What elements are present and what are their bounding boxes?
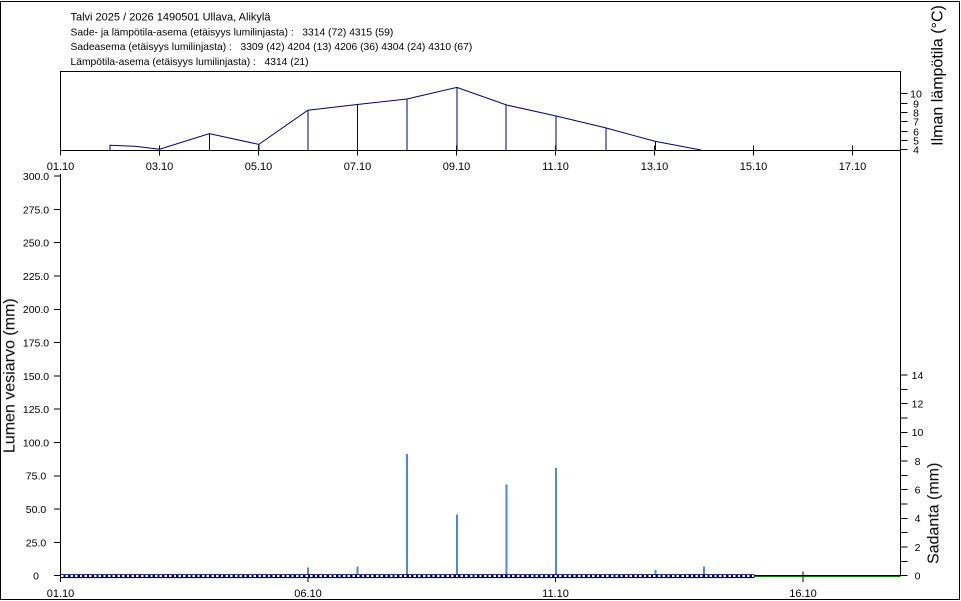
svg-text:Sadanta (mm): Sadanta (mm) xyxy=(926,463,943,564)
svg-text:75.0: 75.0 xyxy=(26,471,47,483)
svg-text:100.0: 100.0 xyxy=(23,437,49,449)
svg-text:11.10: 11.10 xyxy=(542,588,569,600)
svg-text:275.0: 275.0 xyxy=(23,204,49,216)
svg-text:8: 8 xyxy=(915,456,921,468)
svg-text:150.0: 150.0 xyxy=(23,371,49,383)
svg-text:Lämpötila-asema (etäisyys lumi: Lämpötila-asema (etäisyys lumilinjasta) … xyxy=(71,57,309,68)
svg-text:Lumen vesiarvo (mm): Lumen vesiarvo (mm) xyxy=(2,298,19,453)
svg-text:13.10: 13.10 xyxy=(641,161,669,173)
svg-text:10: 10 xyxy=(910,88,922,100)
svg-text:200.0: 200.0 xyxy=(23,304,49,316)
svg-text:125.0: 125.0 xyxy=(23,404,49,416)
svg-text:6: 6 xyxy=(915,485,921,497)
svg-text:17.10: 17.10 xyxy=(839,161,867,173)
svg-text:225.0: 225.0 xyxy=(23,271,49,283)
svg-text:11.10: 11.10 xyxy=(542,161,569,173)
svg-text:Talvi 2025 / 2026 1490501 Ulla: Talvi 2025 / 2026 1490501 Ullava, Alikyl… xyxy=(71,12,272,24)
svg-text:01.10: 01.10 xyxy=(47,588,75,600)
svg-text:8: 8 xyxy=(913,107,919,119)
svg-text:4: 4 xyxy=(915,513,921,525)
svg-text:250.0: 250.0 xyxy=(23,238,49,250)
svg-text:25.0: 25.0 xyxy=(26,537,47,549)
svg-text:09.10: 09.10 xyxy=(443,161,471,173)
svg-text:175.0: 175.0 xyxy=(23,338,49,350)
svg-text:50.0: 50.0 xyxy=(26,504,47,516)
svg-text:12: 12 xyxy=(912,399,924,411)
svg-text:01.10: 01.10 xyxy=(47,161,75,173)
svg-text:06.10: 06.10 xyxy=(294,588,322,600)
svg-text:16.10: 16.10 xyxy=(789,588,817,600)
svg-text:05.10: 05.10 xyxy=(245,161,273,173)
svg-text:7: 7 xyxy=(913,116,919,128)
svg-text:9: 9 xyxy=(913,98,919,110)
svg-text:0: 0 xyxy=(33,571,39,583)
svg-text:15.10: 15.10 xyxy=(740,161,768,173)
svg-text:2: 2 xyxy=(915,542,921,554)
svg-text:14: 14 xyxy=(912,370,924,382)
svg-text:6: 6 xyxy=(913,126,919,138)
svg-text:0: 0 xyxy=(915,571,921,583)
svg-text:Ilman lämpötila (°C): Ilman lämpötila (°C) xyxy=(930,5,947,146)
svg-text:03.10: 03.10 xyxy=(146,161,174,173)
svg-text:Sadeasema (etäisyys lumilinjas: Sadeasema (etäisyys lumilinjasta) : 3309… xyxy=(71,42,473,53)
svg-text:300.0: 300.0 xyxy=(23,171,49,183)
svg-text:4: 4 xyxy=(913,144,919,156)
svg-text:10: 10 xyxy=(912,427,924,439)
svg-text:07.10: 07.10 xyxy=(344,161,372,173)
svg-text:Sade- ja lämpötila-asema (etäi: Sade- ja lämpötila-asema (etäisyys lumil… xyxy=(71,27,394,38)
svg-text:5: 5 xyxy=(913,135,919,147)
